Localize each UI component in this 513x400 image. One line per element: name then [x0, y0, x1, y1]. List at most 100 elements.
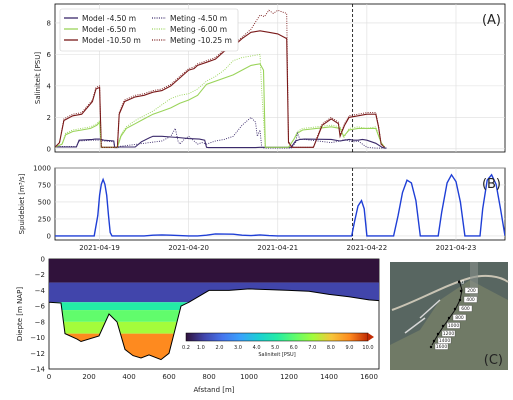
- cross-section-ytick-label: −6: [35, 303, 46, 311]
- cross-section-ytick-label: −10: [30, 334, 45, 342]
- cross-section-ytick-label: −14: [30, 366, 45, 374]
- cross-section-xtick-label: 200: [82, 373, 95, 381]
- colorbar-tick-label: 2.0: [215, 345, 223, 351]
- transect-label: 1000: [448, 323, 460, 329]
- transect-point: [453, 307, 457, 311]
- cross-section-y-ticks: 0 −2 −4 −6 −8 −10 −12 −14: [30, 256, 45, 374]
- cross-section-x-ticks: 0 200 400 600 800 1000 1200 1400 1600: [47, 373, 378, 381]
- panel-a-ytick-label: 0: [47, 145, 51, 153]
- map-harbour: [470, 262, 478, 300]
- cross-section-xtick-label: 400: [122, 373, 135, 381]
- salinity-series-line: [55, 116, 385, 149]
- cross-section-ylabel: Diepte [m NAP]: [16, 287, 24, 341]
- cross-section-xtick-label: 1200: [280, 373, 298, 381]
- cross-section-xtick-label: 1000: [240, 373, 258, 381]
- transect-label: 800: [455, 315, 464, 321]
- salinity-layer: [49, 282, 379, 292]
- transect-point: [458, 298, 462, 302]
- colorbar-tick-label: 6.0: [290, 345, 298, 351]
- panel-b-xtick-label: 2021-04-19: [79, 244, 120, 252]
- cross-section-xlabel: Afstand [m]: [193, 386, 234, 394]
- transect-label: 600: [461, 306, 470, 312]
- legend-label: Model -6.50 m: [82, 25, 136, 34]
- cross-section-ytick-label: 0: [41, 256, 45, 264]
- map-dike: [391, 274, 509, 311]
- map-breakwater: [404, 317, 426, 334]
- transect-point: [436, 332, 440, 336]
- panel-b-ytick-label: 500: [38, 198, 51, 206]
- panel-b-xtick-label: 2021-04-23: [436, 244, 477, 252]
- transect-label-box: [463, 296, 478, 303]
- panel-b-frame: [54, 167, 506, 241]
- map-panel-label: (C): [484, 353, 503, 368]
- panel-b-series: [55, 173, 505, 237]
- cross-section-xtick-label: 800: [202, 373, 215, 381]
- map-breakwater-2: [419, 299, 441, 319]
- transect-point: [457, 280, 461, 284]
- transect-label: 1200: [443, 331, 455, 337]
- salinity-series-line: [55, 9, 385, 148]
- legend-label: Meting -6.00 m: [170, 25, 227, 34]
- panel-a-label: (A): [482, 13, 501, 28]
- panel-b-xtick-label: 2021-04-20: [168, 244, 209, 252]
- cross-section-ytick-label: −4: [35, 287, 46, 295]
- cross-section-ytick-label: −2: [35, 271, 45, 279]
- transect-label-box: [452, 314, 467, 321]
- transect-point: [447, 316, 451, 320]
- colorbar-bar: [185, 332, 369, 342]
- transect-label-box: [458, 305, 473, 312]
- panel-a-legend: Model -4.50 m Meting -4.50 m Model -6.50 m…: [59, 8, 239, 52]
- panel-b-y-ticks: 0 250 500 750 1000: [33, 165, 51, 241]
- bed-profile-line: [48, 288, 380, 361]
- transect-label: 400: [466, 297, 475, 303]
- colorbar-tick-label: 4.0: [253, 345, 261, 351]
- transect-point: [429, 345, 433, 349]
- legend-label: Model -10.50 m: [82, 36, 141, 45]
- salinity-layer: [49, 259, 379, 283]
- transect-point: [459, 289, 463, 293]
- panel-b-ytick-label: 1000: [33, 165, 51, 173]
- colorbar-extend-arrow: [368, 333, 374, 341]
- transect-label-box: [464, 287, 479, 294]
- cross-section-ytick-label: −8: [35, 318, 45, 326]
- cross-section-xtick-label: 600: [162, 373, 175, 381]
- colorbar-tick-label: 8.0: [327, 345, 335, 351]
- panel-a-ytick-label: 4: [47, 82, 52, 90]
- cross-section-xtick-label: 1400: [320, 373, 338, 381]
- panel-b-xtick-label: 2021-04-22: [347, 244, 388, 252]
- panel-b-x-ticks: 2021-04-19 2021-04-20 2021-04-21 2021-04-22…: [79, 244, 476, 252]
- transect-label-box: [446, 322, 461, 329]
- panel-a-ytick-label: 6: [47, 51, 52, 59]
- cross-section-xtick-label: 1600: [360, 373, 378, 381]
- salinity-series-line: [55, 135, 387, 149]
- colorbar-tick-label: 9.0: [345, 345, 353, 351]
- cross-section-xtick-label: 0: [47, 373, 51, 381]
- salinity-cross-section-panel: 0 −2 −4 −6 −8 −10 −12 −14 0 200 400 600 800 1000 1200…: [16, 256, 380, 394]
- panel-a-ytick-label: 2: [47, 114, 51, 122]
- transect-label: 1400: [439, 338, 451, 344]
- panel-b-label: (B): [482, 177, 501, 192]
- panel-b-ytick-label: 250: [38, 215, 51, 223]
- transect-label: 200: [467, 288, 476, 294]
- panel-b-ytick-label: 750: [38, 181, 51, 189]
- transect-label: 0: [461, 280, 464, 286]
- map-water: [390, 262, 508, 345]
- colorbar-tick-label: 0.2: [182, 345, 190, 351]
- transect-label-box: [434, 343, 449, 350]
- salinity-time-series-panel: 0 2 4 6 8 Saliniteit [PSU] (A) Model -4.50 m…: [34, 3, 506, 153]
- legend-box: [59, 8, 239, 52]
- panel-b-xtick-label: 2021-04-21: [257, 244, 298, 252]
- transect-point: [432, 339, 436, 343]
- transect-label: 1600: [436, 344, 448, 350]
- cross-section-ytick-label: −12: [30, 350, 45, 358]
- panel-a-ylabel: Saliniteit [PSU]: [34, 52, 42, 104]
- panel-a-y-ticks: 0 2 4 6 8: [47, 19, 52, 153]
- panel-b-ytick-label: 0: [47, 232, 51, 240]
- salinity-colorbar: 0.2 1.0 2.0 3.0 4.0 5.0 6.0 7.0 8.0 9.0 10.0 Salini…: [182, 332, 374, 358]
- legend-label: Model -4.50 m: [82, 14, 136, 23]
- panel-a-ytick-label: 8: [47, 19, 51, 27]
